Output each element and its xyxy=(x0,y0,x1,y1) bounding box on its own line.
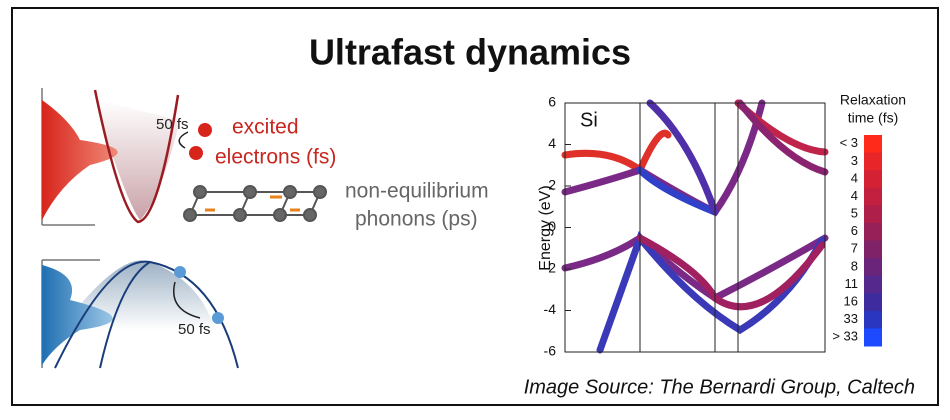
colorbar-label: 4 xyxy=(851,188,858,203)
colorbar-cell xyxy=(864,276,882,294)
colorbar-label: 5 xyxy=(851,206,858,221)
y-tick-label: 2 xyxy=(548,177,556,193)
colorbar-cell xyxy=(864,328,882,346)
y-tick-label: -2 xyxy=(544,260,557,276)
material-label: Si xyxy=(580,109,598,131)
colorbar-cell xyxy=(864,153,882,171)
colorbar-label: 33 xyxy=(844,311,858,326)
colorbar-cell xyxy=(864,293,882,311)
colorbar-label: < 3 xyxy=(840,135,858,150)
colorbar-cell xyxy=(864,170,882,188)
slide: Ultrafast dynamics 50 fs excited electro… xyxy=(0,0,950,415)
colorbar-title: time (fs) xyxy=(848,110,899,126)
colorbar-label: 7 xyxy=(851,241,858,256)
y-tick-label: -6 xyxy=(544,343,557,359)
colorbar-label: 16 xyxy=(844,293,858,308)
title: Ultrafast dynamics xyxy=(309,32,631,73)
colorbar-cell xyxy=(864,223,882,241)
y-tick-label: 6 xyxy=(548,94,556,110)
colorbar-title: Relaxation xyxy=(840,92,906,108)
electron-label: electrons (fs) xyxy=(215,146,336,169)
colorbar-cell xyxy=(864,311,882,329)
page: Ultrafast dynamics 50 fs excited electro… xyxy=(0,0,950,415)
phonon-label: non-equilibrium xyxy=(345,180,489,203)
y-tick-label: -4 xyxy=(544,301,557,317)
source: Image Source: The Bernardi Group, Caltec… xyxy=(524,376,915,398)
colorbar-label: 3 xyxy=(851,153,858,168)
colorbar-label: 4 xyxy=(851,170,858,185)
y-tick-label: 4 xyxy=(548,135,556,151)
phonon-label: phonons (ps) xyxy=(355,208,478,231)
colorbar-label: 11 xyxy=(845,276,859,291)
colorbar-label: 6 xyxy=(851,223,858,238)
colorbar-cell xyxy=(864,258,882,276)
colorbar-label: 8 xyxy=(851,258,858,273)
colorbar-cell xyxy=(864,135,882,153)
time-label: 50 fs xyxy=(178,321,211,338)
electron-label: excited xyxy=(232,116,299,139)
colorbar-cell xyxy=(864,241,882,259)
time-label: 50 fs xyxy=(156,116,189,133)
colorbar-cell xyxy=(864,205,882,223)
y-tick-label: 0 xyxy=(548,218,556,234)
colorbar-label: > 33 xyxy=(832,329,858,344)
colorbar-cell xyxy=(864,188,882,206)
